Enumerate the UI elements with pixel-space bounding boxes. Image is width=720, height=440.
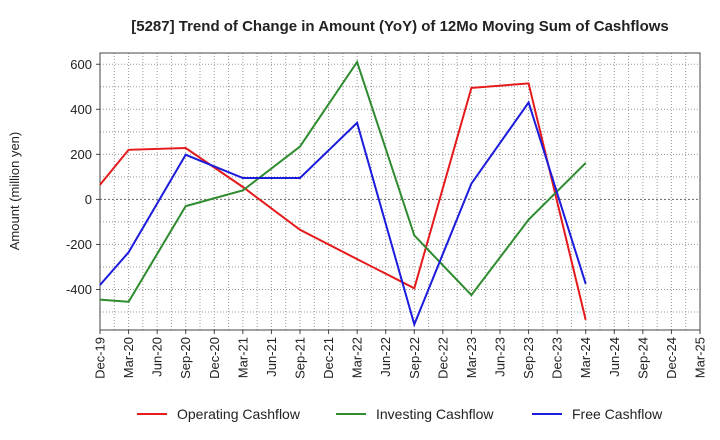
x-tick-label: Jun-24 — [607, 337, 622, 377]
x-axis-ticks: Dec-19 Mar-20 Jun-20 Sep-20 Dec-20 Mar-21 Jun-… — [93, 330, 708, 379]
y-axis-ticks: -400 -200 0 200 400 600 — [66, 57, 100, 297]
x-tick-label: Sep-22 — [407, 337, 422, 379]
series-line-operating-cashflow — [99, 82, 587, 321]
y-axis-label: Amount (million yen) — [7, 132, 22, 251]
x-tick-label: Dec-22 — [435, 337, 450, 379]
chart-title: [5287] Trend of Change in Amount (YoY) o… — [131, 18, 669, 35]
x-tick-label: Mar-24 — [578, 337, 593, 378]
x-tick-label: Sep-21 — [293, 337, 308, 379]
series-line-investing-cashflow — [99, 59, 587, 303]
x-tick-label: Dec-24 — [664, 337, 679, 379]
x-tick-label: Jun-22 — [378, 337, 393, 377]
x-tick-label: Dec-20 — [207, 337, 222, 379]
x-tick-label: Dec-21 — [321, 337, 336, 379]
legend-label-free-cashflow: Free Cashflow — [572, 406, 663, 422]
x-tick-label: Sep-24 — [635, 337, 650, 379]
plot-area — [99, 52, 701, 331]
x-tick-label: Mar-22 — [350, 337, 365, 378]
grid-lines — [99, 53, 700, 330]
y-tick-label: 200 — [70, 147, 92, 162]
series-line-free-cashflow — [99, 100, 587, 328]
legend-label-investing-cashflow: Investing Cashflow — [376, 406, 494, 422]
y-tick-label: 0 — [85, 192, 92, 207]
x-tick-label: Mar-23 — [464, 337, 479, 378]
x-tick-label: Mar-25 — [693, 337, 708, 378]
x-tick-label: Mar-21 — [235, 337, 250, 378]
legend: Operating Cashflow Investing Cashflow Free… — [137, 406, 663, 422]
x-tick-label: Dec-19 — [93, 337, 108, 379]
x-tick-label: Sep-23 — [521, 337, 536, 379]
x-tick-label: Sep-20 — [178, 337, 193, 379]
x-tick-label: Jun-20 — [150, 337, 165, 377]
x-tick-label: Dec-23 — [550, 337, 565, 379]
series-lines — [99, 59, 587, 328]
y-tick-label: 600 — [70, 57, 92, 72]
legend-label-operating-cashflow: Operating Cashflow — [177, 406, 301, 422]
x-tick-label: Mar-20 — [121, 337, 136, 378]
y-tick-label: 400 — [70, 102, 92, 117]
x-tick-label: Jun-23 — [493, 337, 508, 377]
y-tick-label: -200 — [66, 237, 92, 252]
x-tick-label: Jun-21 — [264, 337, 279, 377]
y-tick-label: -400 — [66, 282, 92, 297]
